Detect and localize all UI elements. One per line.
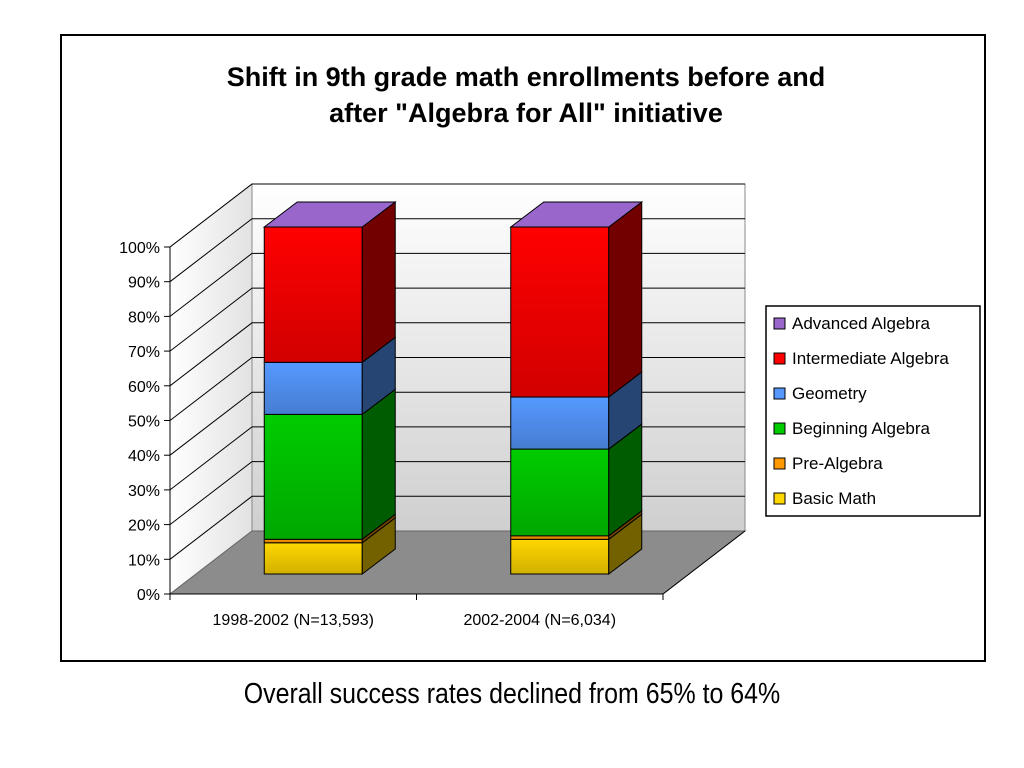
gridline [169,183,745,248]
legend-swatch [773,352,786,365]
floor [168,530,747,595]
legend-label: Basic Math [792,489,876,508]
bar-segment-front [510,396,610,450]
chart-title-line: after "Algebra for All" initiative [329,98,723,128]
legend-swatch [773,492,786,505]
legend-label: Advanced Algebra [792,314,931,333]
bar-segment-side [361,388,396,541]
bar-top [262,201,397,228]
y-tick-label: 30% [128,483,160,500]
legend-label: Beginning Algebra [792,419,931,438]
legend: Advanced Algebra Intermediate Algebra Geom… [765,305,981,517]
x-tick-label: 2002-2004 (N=6,034) [463,612,616,629]
bar-segment-front [263,361,363,415]
bar-segment-front [263,413,363,540]
y-tick-label: 100% [119,240,160,257]
y-tick-label: 50% [128,414,160,431]
plot-area: 0% 10% 20% 30% 40% 50% 60% 70% 80% 90% 100% 1998-20… [119,182,747,629]
bar-segment-front [510,538,610,575]
bar-segment-front [263,226,363,363]
chart-title-line: Shift in 9th grade math enrollments befo… [227,62,826,92]
y-tick-label: 70% [128,344,160,361]
legend-swatch [773,422,786,435]
y-tick-label: 0% [137,587,160,604]
chart-title: Shift in 9th grade math enrollments befo… [227,62,826,128]
y-tick-label: 10% [128,552,160,569]
bar-segment-side [608,200,643,399]
bar-segment-front [263,538,363,544]
legend-box [765,305,981,517]
floor-edge [662,530,746,595]
legend-swatch [773,457,786,470]
legend-swatch [773,317,786,330]
bar-segment-front [263,542,363,575]
caption: Overall success rates declined from 65% … [243,678,781,710]
y-tick-label: 90% [128,275,160,292]
bar-top [509,201,644,228]
legend-swatch [773,387,786,400]
y-tick-label: 20% [128,518,160,535]
y-tick-label: 40% [128,448,160,465]
y-tick-label: 80% [128,309,160,326]
legend-label: Geometry [792,384,867,403]
bar-segment-front [510,226,610,398]
legend-label: Pre-Algebra [792,454,883,473]
y-tick-label: 60% [128,379,160,396]
bar-segment-front [510,448,610,537]
bar-segment-side [361,200,396,364]
x-tick-label: 1998-2002 (N=13,593) [213,612,374,629]
legend-label: Intermediate Algebra [792,349,949,368]
bar-segment-front [510,535,610,540]
